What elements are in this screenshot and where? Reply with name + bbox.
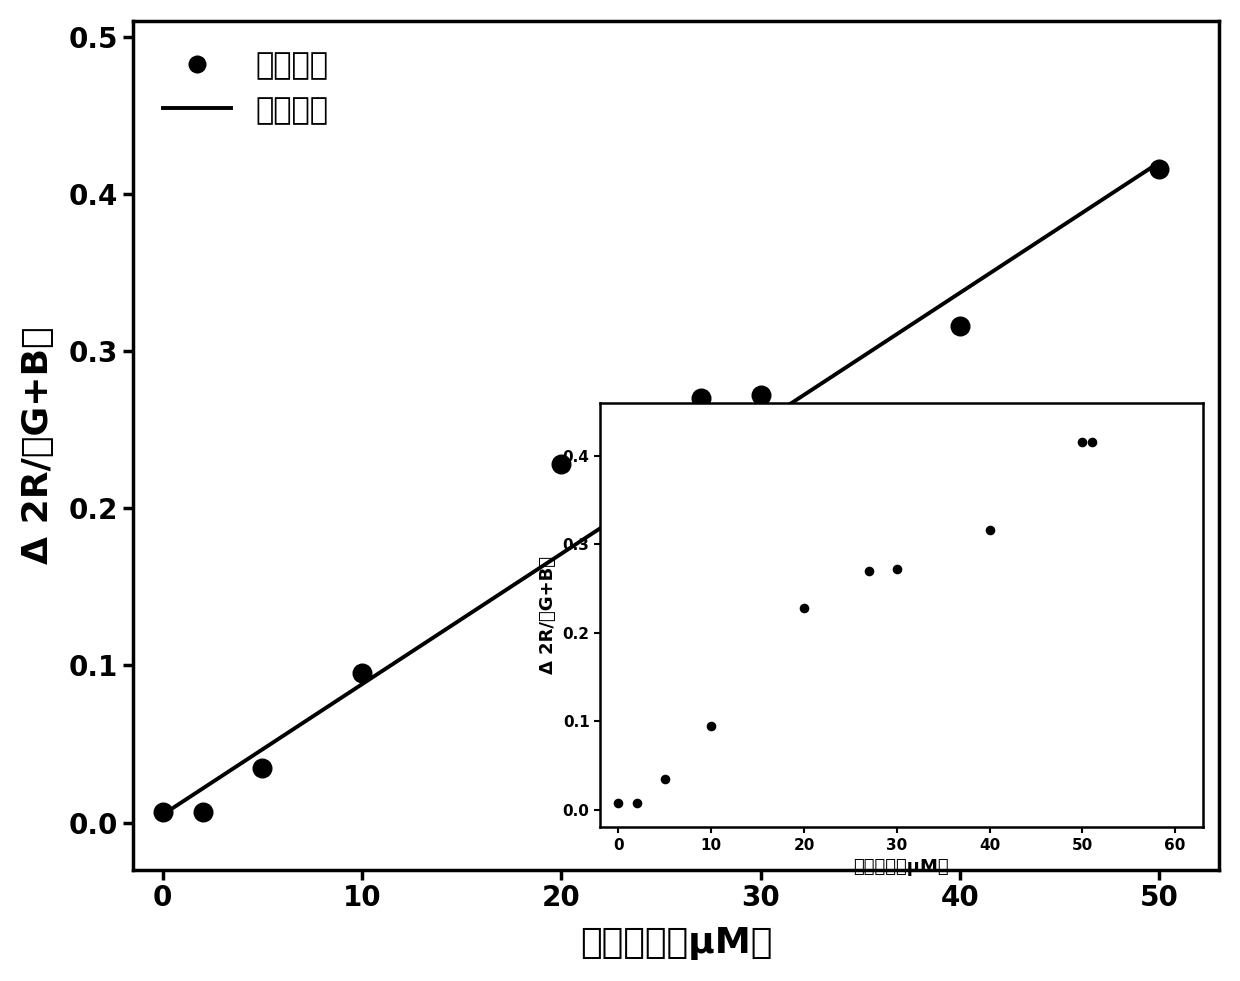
Point bbox=[192, 803, 212, 819]
Y-axis label: Δ 2R/（G+B）: Δ 2R/（G+B） bbox=[21, 327, 55, 564]
X-axis label: 抜坏血酸（μM）: 抜坏血酸（μM） bbox=[580, 926, 773, 960]
Point bbox=[352, 665, 372, 681]
Point bbox=[1149, 161, 1169, 177]
Point bbox=[552, 456, 572, 472]
Point bbox=[153, 803, 172, 819]
Legend: 原始数据, 拟合线性: 原始数据, 拟合线性 bbox=[148, 36, 343, 140]
Point bbox=[950, 318, 970, 334]
Point bbox=[253, 759, 273, 775]
Point bbox=[691, 390, 711, 406]
Point bbox=[750, 387, 770, 403]
